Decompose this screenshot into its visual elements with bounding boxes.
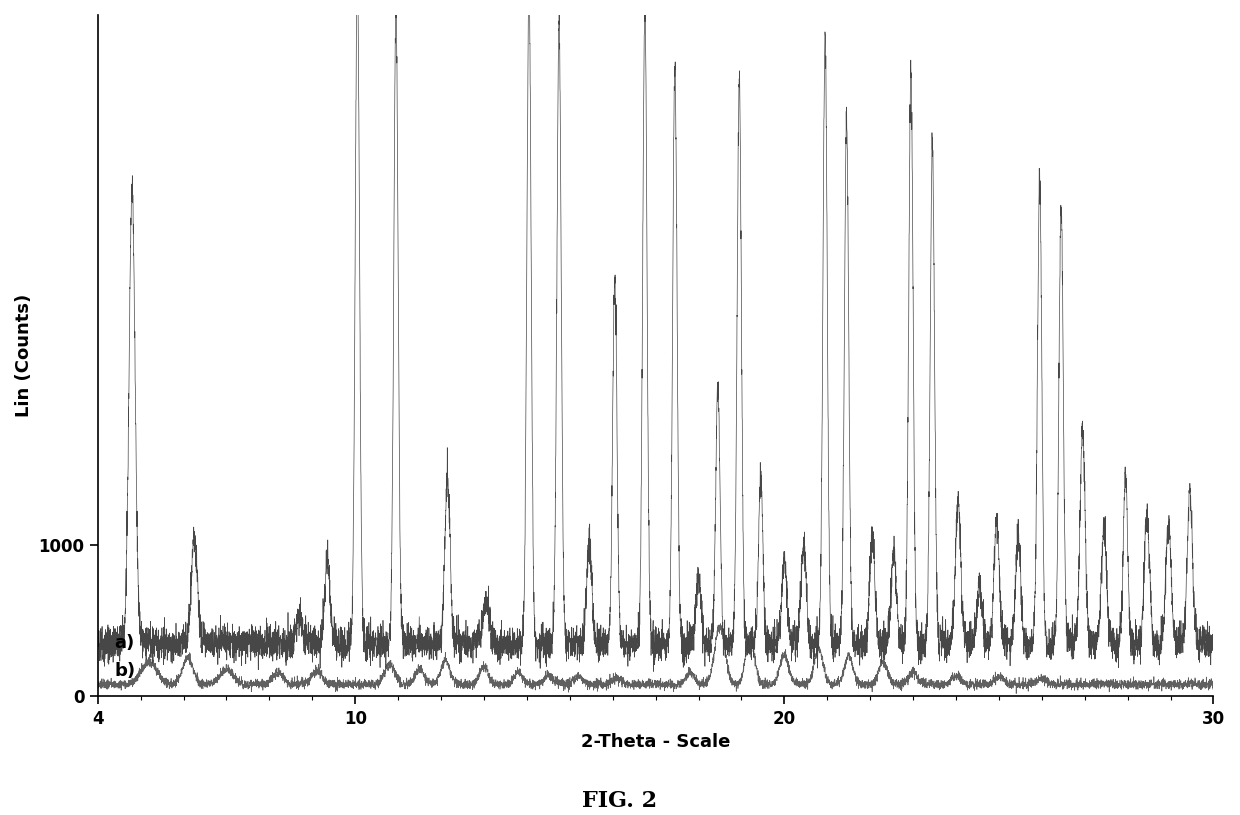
- X-axis label: 2-Theta - Scale: 2-Theta - Scale: [580, 734, 730, 751]
- Text: FIG. 2: FIG. 2: [583, 790, 657, 812]
- Text: b): b): [114, 662, 135, 680]
- Text: a): a): [114, 634, 135, 652]
- Y-axis label: Lin (Counts): Lin (Counts): [15, 294, 33, 417]
